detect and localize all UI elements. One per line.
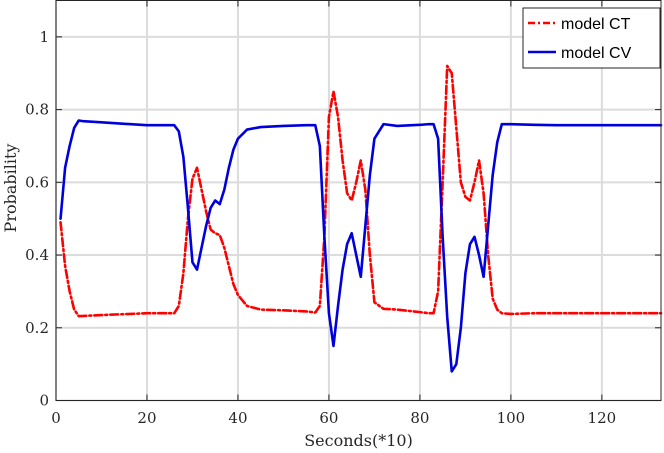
x-tick-labels: 0 20 40 60 80 100 120: [51, 409, 616, 427]
y-tick-label: 0.4: [25, 246, 49, 264]
x-tick-label: 40: [228, 409, 247, 427]
legend: model CT model CV: [522, 7, 661, 69]
y-tick-label: 0.2: [25, 319, 49, 337]
x-tick-label: 100: [497, 409, 526, 427]
y-tick-label: 1: [39, 28, 49, 46]
x-tick-label: 120: [588, 409, 617, 427]
legend-label-model-ct: model CT: [561, 16, 631, 33]
legend-label-model-cv: model CV: [561, 45, 632, 62]
y-tick-label: 0.6: [25, 173, 49, 191]
y-axis-title: Probability: [1, 144, 20, 233]
x-tick-label: 0: [51, 409, 61, 427]
series-layer: [59, 64, 663, 373]
y-tick-label: 0.8: [25, 101, 49, 119]
x-tick-label: 80: [410, 409, 429, 427]
series-line-model-cv: [59, 119, 663, 373]
x-tick-label: 20: [137, 409, 156, 427]
plot-frame: [55, 0, 662, 401]
x-tick-label: 60: [319, 409, 338, 427]
y-tick-labels: 0 0.2 0.4 0.6 0.8 1: [25, 28, 49, 410]
legend-box: [522, 7, 661, 69]
y-tick-label: 0: [39, 392, 49, 410]
x-axis-title: Seconds(*10): [304, 431, 413, 450]
series-line-model-ct: [59, 64, 663, 318]
tick-layer: [55, 0, 661, 401]
